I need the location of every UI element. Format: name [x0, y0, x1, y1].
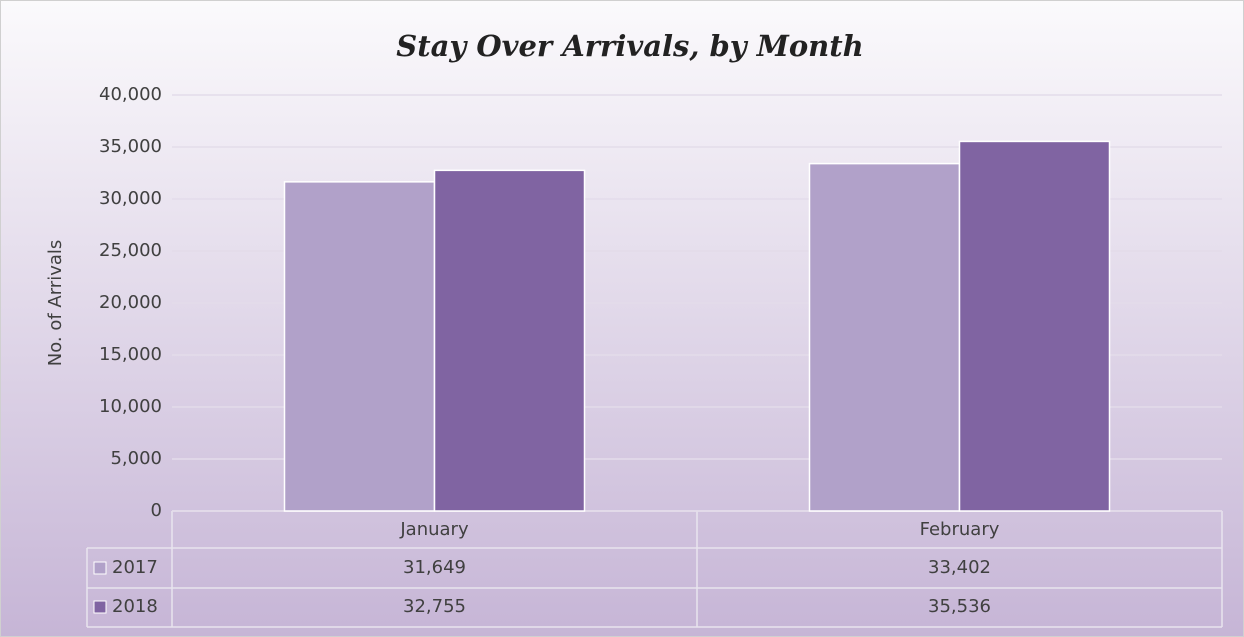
data-table-value: 35,536: [928, 596, 991, 617]
y-tick-label: 0: [151, 500, 162, 521]
data-table-value: 32,755: [403, 596, 466, 617]
y-tick-label: 5,000: [110, 448, 162, 469]
legend-label: 2017: [112, 557, 158, 578]
y-tick-label: 40,000: [99, 84, 162, 105]
legend-key: [93, 600, 107, 614]
y-tick-label: 10,000: [99, 396, 162, 417]
y-tick-label: 35,000: [99, 136, 162, 157]
x-tick-label: February: [920, 519, 1000, 540]
y-axis-label: No. of Arrivals: [45, 240, 66, 367]
chart-title: Stay Over Arrivals, by Month: [396, 29, 864, 63]
y-tick-label: 25,000: [99, 240, 162, 261]
data-table-value: 33,402: [928, 557, 991, 578]
data-table-value: 31,649: [403, 557, 466, 578]
x-tick-label: January: [399, 519, 469, 540]
bar: [808, 162, 961, 512]
y-tick-label: 15,000: [99, 344, 162, 365]
bar: [283, 181, 436, 512]
y-tick-label: 20,000: [99, 292, 162, 313]
legend-label: 2018: [112, 596, 158, 617]
y-tick-label: 30,000: [99, 188, 162, 209]
legend-key: [93, 561, 107, 575]
bar: [958, 140, 1111, 512]
bar: [433, 169, 586, 512]
